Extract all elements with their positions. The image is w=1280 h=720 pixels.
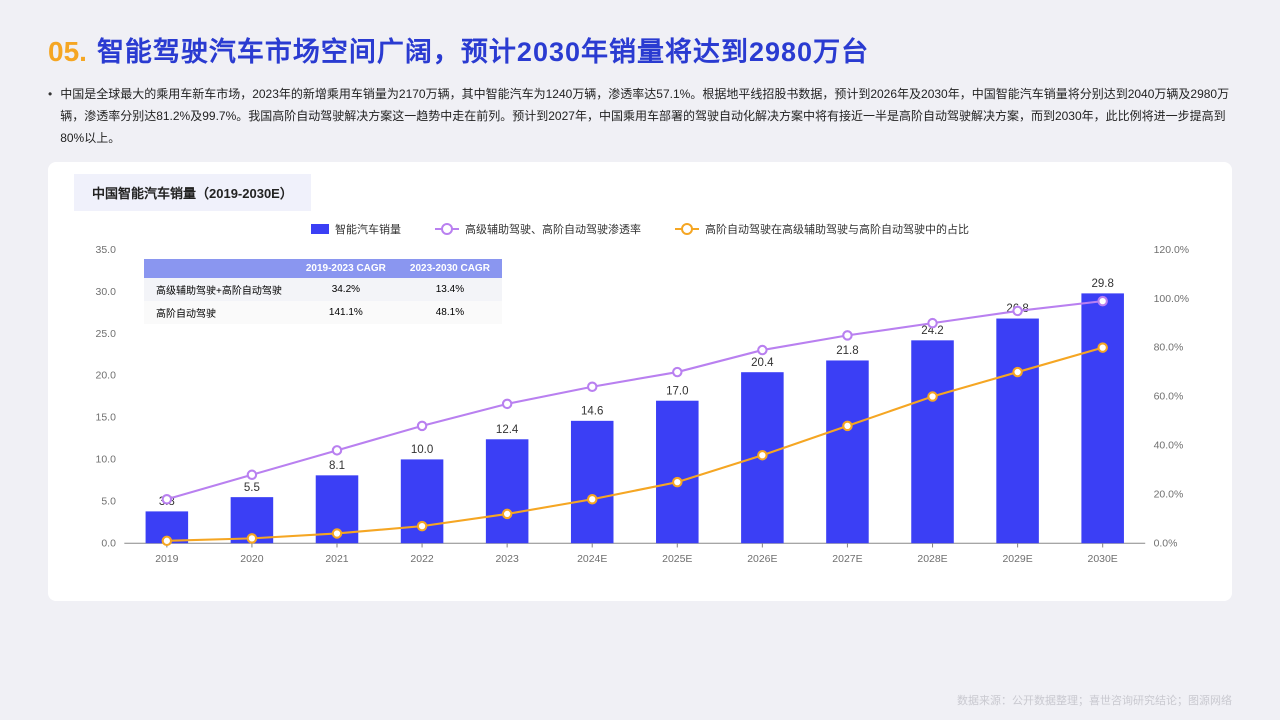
svg-text:120.0%: 120.0% — [1154, 244, 1190, 255]
svg-text:5.0: 5.0 — [101, 496, 116, 507]
svg-text:20.0%: 20.0% — [1154, 489, 1184, 500]
legend-orange-label: 高阶自动驾驶在高级辅助驾驶与高阶自动驾驶中的占比 — [705, 221, 969, 237]
svg-text:2026E: 2026E — [747, 554, 777, 565]
svg-text:14.6: 14.6 — [581, 405, 603, 417]
svg-text:20.0: 20.0 — [96, 370, 117, 381]
svg-text:29.8: 29.8 — [1091, 278, 1113, 290]
svg-text:5.5: 5.5 — [244, 481, 260, 493]
svg-text:2030E: 2030E — [1088, 554, 1118, 565]
section-number: 05. — [48, 36, 87, 68]
cagr-table: 2019-2023 CAGR2023-2030 CAGR 高级辅助驾驶+高阶自动… — [144, 259, 502, 324]
svg-text:10.0: 10.0 — [411, 444, 433, 456]
svg-text:15.0: 15.0 — [96, 412, 117, 423]
svg-text:60.0%: 60.0% — [1154, 391, 1184, 402]
svg-text:10.0: 10.0 — [96, 454, 117, 465]
slide-header: 05. 智能驾驶汽车市场空间广阔，预计2030年销量将达到2980万台 — [48, 30, 1232, 69]
svg-text:25.0: 25.0 — [96, 328, 117, 339]
svg-text:2029E: 2029E — [1002, 554, 1032, 565]
legend-bar-label: 智能汽车销量 — [335, 221, 401, 237]
svg-text:35.0: 35.0 — [96, 244, 117, 255]
summary-bullet: • 中国是全球最大的乘用车新车市场，2023年的新增乘用车销量为2170万辆，其… — [48, 83, 1232, 150]
legend-purple-label: 高级辅助驾驶、高阶自动驾驶渗透率 — [465, 221, 641, 237]
svg-text:2028E: 2028E — [917, 554, 947, 565]
legend-bar-swatch — [311, 224, 329, 234]
section-title: 智能驾驶汽车市场空间广阔，预计2030年销量将达到2980万台 — [97, 30, 869, 69]
legend-purple-swatch — [435, 228, 459, 230]
svg-text:2025E: 2025E — [662, 554, 692, 565]
svg-text:12.4: 12.4 — [496, 424, 519, 436]
svg-text:17.0: 17.0 — [666, 385, 688, 397]
summary-text: 中国是全球最大的乘用车新车市场，2023年的新增乘用车销量为2170万辆，其中智… — [60, 83, 1232, 150]
svg-text:2023: 2023 — [495, 554, 518, 565]
svg-text:40.0%: 40.0% — [1154, 440, 1184, 451]
svg-text:20.4: 20.4 — [751, 356, 774, 368]
chart-legend: 智能汽车销量 高级辅助驾驶、高阶自动驾驶渗透率 高阶自动驾驶在高级辅助驾驶与高阶… — [74, 217, 1206, 237]
chart-title: 中国智能汽车销量（2019-2030E） — [74, 174, 311, 211]
svg-text:100.0%: 100.0% — [1154, 293, 1190, 304]
svg-text:2024E: 2024E — [577, 554, 607, 565]
svg-text:2027E: 2027E — [832, 554, 862, 565]
svg-text:80.0%: 80.0% — [1154, 342, 1184, 353]
legend-orange-swatch — [675, 228, 699, 230]
svg-text:0.0: 0.0 — [101, 538, 116, 549]
svg-text:2021: 2021 — [325, 554, 348, 565]
data-source-footer: 数据来源：公开数据整理；喜世咨询研究结论；图源网络 — [957, 692, 1232, 708]
svg-text:21.8: 21.8 — [836, 345, 858, 357]
svg-text:30.0: 30.0 — [96, 286, 117, 297]
chart-area: 0.0 5.0 10.0 15.0 20.0 25.0 30.0 35.0 0.0% 20.0% 4… — [74, 237, 1206, 577]
svg-text:2019: 2019 — [155, 554, 178, 565]
svg-text:0.0%: 0.0% — [1154, 538, 1178, 549]
svg-text:8.1: 8.1 — [329, 460, 345, 472]
svg-text:2020: 2020 — [240, 554, 263, 565]
bullet-dot: • — [48, 83, 52, 150]
chart-card: 中国智能汽车销量（2019-2030E） 智能汽车销量 高级辅助驾驶、高阶自动驾… — [48, 162, 1232, 601]
svg-text:2022: 2022 — [410, 554, 433, 565]
